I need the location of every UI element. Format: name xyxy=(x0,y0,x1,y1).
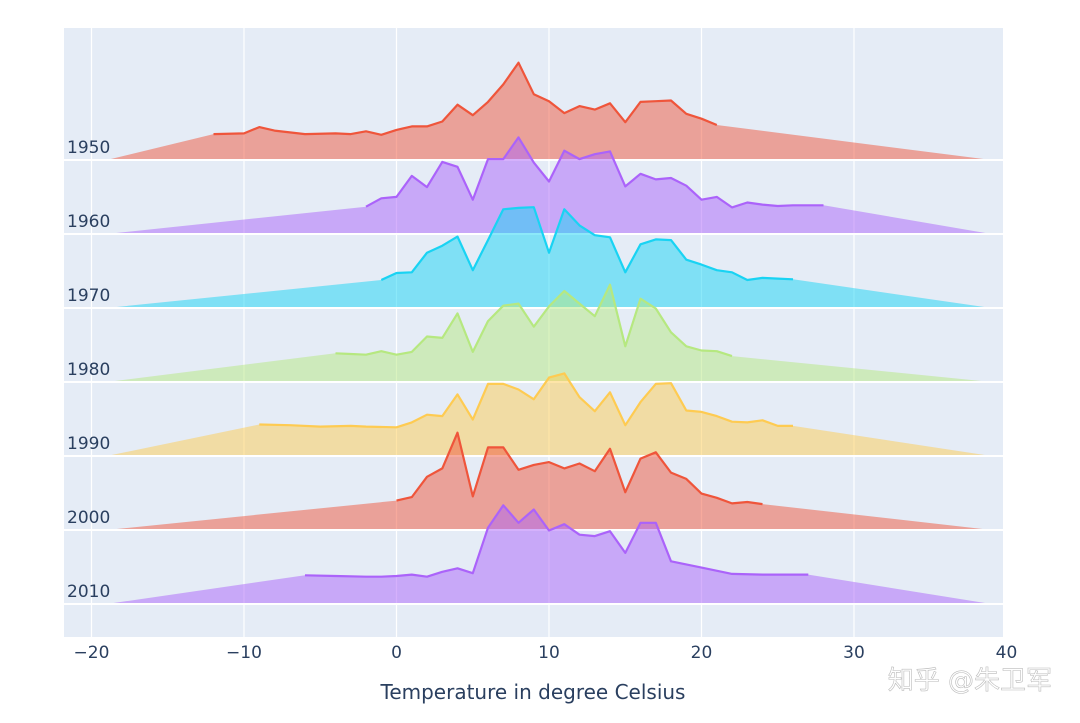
x-tick-label-4: 20 xyxy=(691,643,713,663)
ridge-line-1970 xyxy=(380,206,794,282)
ridge-line-1990 xyxy=(259,372,793,429)
ridge-label-2010: 2010 xyxy=(67,582,110,602)
ridge-label-1950: 1950 xyxy=(67,138,110,158)
x-tick-label-2: 0 xyxy=(391,643,402,663)
ridge-label-1970: 1970 xyxy=(67,286,110,306)
x-tick-label-5: 30 xyxy=(843,643,865,663)
x-tick-label-3: 10 xyxy=(538,643,560,663)
x-axis-ticks: −20 −10 0 10 20 30 40 xyxy=(74,643,1018,663)
ridges xyxy=(64,61,1003,605)
ridge-1990 xyxy=(64,372,1003,457)
ridge-line-1950 xyxy=(213,61,718,136)
ridge-label-1980: 1980 xyxy=(67,360,110,380)
ridge-fill-1970 xyxy=(106,207,992,308)
ridge-fill-2000 xyxy=(106,432,992,530)
ridge-label-1960: 1960 xyxy=(67,212,110,232)
ridge-1980 xyxy=(64,283,1003,383)
ridge-label-1990: 1990 xyxy=(67,434,110,454)
x-tick-label-0: −20 xyxy=(74,643,110,663)
ridge-1970 xyxy=(64,206,1003,309)
x-axis-title: Temperature in degree Celsius xyxy=(380,680,686,704)
ridge-line-2000 xyxy=(396,431,763,506)
x-tick-label-6: 40 xyxy=(996,643,1018,663)
ridge-fill-1990 xyxy=(106,373,992,456)
ridge-fill-2010 xyxy=(106,505,992,604)
ridge-line-1980 xyxy=(335,283,733,358)
x-tick-label-1: −10 xyxy=(226,643,262,663)
ridge-2010 xyxy=(64,504,1003,605)
watermark: 知乎 @朱卫军 xyxy=(888,666,1052,696)
ridge-fill-1960 xyxy=(106,137,992,234)
ridge-label-2000: 2000 xyxy=(67,508,110,528)
ridge-fill-1950 xyxy=(106,62,992,161)
ridge-labels: 1950 1960 1970 1980 1990 2000 2010 xyxy=(67,138,110,602)
ridge-line-1960 xyxy=(365,136,824,209)
ridge-line-2010 xyxy=(304,504,809,578)
ridge-fill-1980 xyxy=(106,284,992,382)
